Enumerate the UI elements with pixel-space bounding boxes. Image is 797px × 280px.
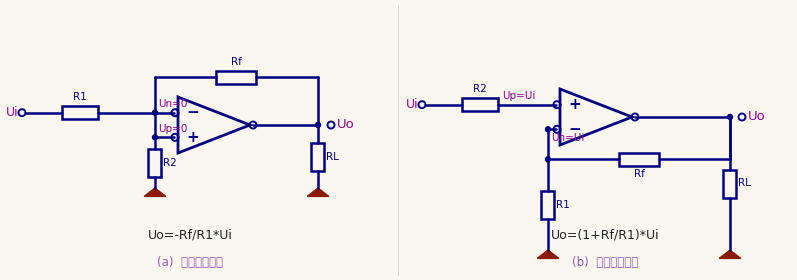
Circle shape	[545, 157, 551, 162]
Text: +: +	[568, 97, 581, 112]
Text: R1: R1	[556, 200, 570, 210]
Text: −: −	[186, 105, 198, 120]
Polygon shape	[178, 97, 250, 153]
Bar	[312, 143, 324, 171]
Text: Up=Ui: Up=Ui	[502, 91, 536, 101]
Bar	[217, 71, 257, 83]
Circle shape	[545, 127, 551, 132]
Text: Ui: Ui	[406, 98, 419, 111]
Text: R2: R2	[473, 84, 487, 94]
Text: R2: R2	[163, 158, 177, 168]
Text: Rf: Rf	[231, 57, 242, 67]
Text: R1: R1	[73, 92, 87, 102]
Text: Uo: Uo	[337, 118, 355, 132]
Text: (b)  同相比例电路: (b) 同相比例电路	[572, 255, 638, 269]
Text: Uo=(1+Rf/R1)*Ui: Uo=(1+Rf/R1)*Ui	[551, 228, 659, 241]
Circle shape	[152, 110, 158, 115]
Bar	[462, 98, 498, 111]
Polygon shape	[144, 188, 166, 196]
Bar	[724, 169, 736, 197]
Text: Un=Ui: Un=Ui	[551, 133, 584, 143]
Polygon shape	[537, 250, 559, 258]
Text: +: +	[186, 130, 198, 145]
Polygon shape	[307, 188, 329, 196]
Bar	[619, 153, 659, 166]
Text: Ui: Ui	[6, 106, 19, 119]
Text: Uo: Uo	[748, 111, 766, 123]
Polygon shape	[560, 89, 632, 145]
Text: (a)  反相比例电路: (a) 反相比例电路	[157, 255, 223, 269]
Text: Rf: Rf	[634, 169, 645, 179]
Circle shape	[152, 135, 158, 140]
Bar	[541, 191, 555, 219]
Text: Un=0: Un=0	[158, 99, 187, 109]
Bar	[62, 106, 98, 119]
Text: −: −	[568, 122, 581, 137]
Circle shape	[316, 123, 320, 127]
Text: Up=0: Up=0	[158, 124, 187, 134]
Text: Uo=-Rf/R1*Ui: Uo=-Rf/R1*Ui	[147, 228, 233, 241]
Bar	[148, 149, 162, 177]
Circle shape	[728, 115, 732, 120]
Text: RL: RL	[326, 151, 339, 162]
Polygon shape	[719, 250, 740, 258]
Text: RL: RL	[738, 179, 751, 188]
